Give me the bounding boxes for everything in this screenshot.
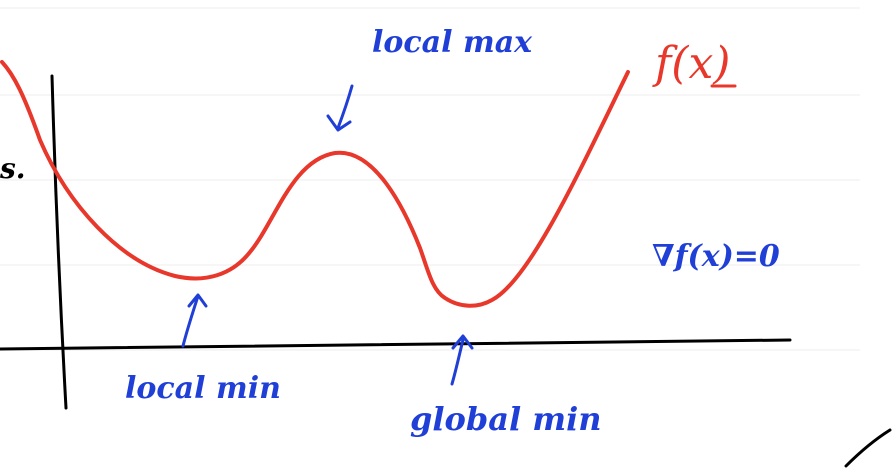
arrow-up-icon: [450, 334, 474, 386]
margin-fragment: s.: [0, 152, 26, 185]
axes: [0, 74, 792, 410]
arrow-up-icon: [181, 293, 208, 348]
local-max-label: local max: [372, 25, 533, 60]
y-axis: [50, 74, 68, 410]
function-label-text: f(x): [652, 38, 730, 89]
arrow-down-icon: [326, 84, 354, 132]
local-min-annotation: local min: [125, 293, 281, 406]
gradient-condition: ∇f(x)=0: [652, 239, 780, 274]
corner-pen-stroke: [844, 428, 892, 468]
x-axis: [0, 338, 792, 351]
local-max-annotation: local max: [326, 25, 533, 132]
local-min-label: local min: [125, 371, 281, 406]
function-label: f(x): [652, 38, 737, 89]
function-curve: [0, 60, 630, 308]
global-min-annotation: global min: [410, 334, 602, 438]
global-min-label: global min: [410, 400, 602, 438]
